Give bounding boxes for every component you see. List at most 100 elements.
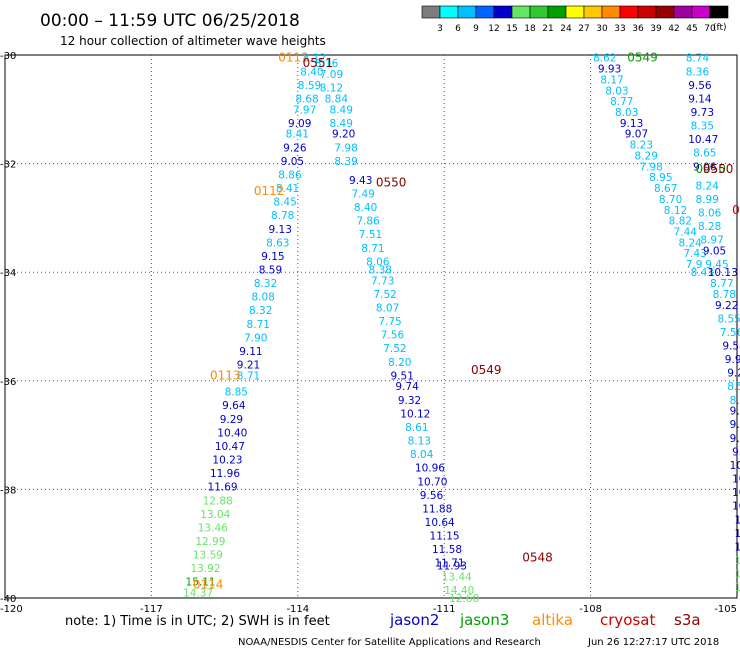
wave-height-label: 7.56	[381, 330, 405, 342]
wave-height-label: 13.46	[198, 522, 228, 534]
wave-height-label: 9.07	[625, 129, 648, 141]
chart-note: note: 1) Time is in UTC; 2) SWH is in fe…	[65, 614, 330, 629]
wave-height-label: 9.90	[725, 354, 740, 366]
x-axis-ticks: -120 -117 -114 -111 -108 -105	[0, 604, 737, 615]
plot-frame	[4, 54, 738, 599]
colorbar-level: 24	[560, 24, 572, 34]
wave-height-label: 9.26	[283, 142, 307, 154]
wave-height-label: 8.07	[376, 302, 399, 314]
wave-height-label: 11.	[735, 514, 740, 526]
wave-height-label: 9.32	[398, 395, 421, 407]
wave-height-label: 10.96	[415, 463, 445, 475]
wave-height-label: 9.20	[332, 129, 355, 141]
wave-height-label: 10.47	[215, 441, 245, 453]
colorbar-level: 42	[668, 24, 679, 34]
wave-height-label: 7.43	[683, 248, 706, 260]
wave-height-label: 10.47	[688, 134, 718, 146]
wave-height-label: 9.25	[727, 368, 740, 380]
wave-height-label: 11.58	[432, 544, 462, 556]
legend-cryosat: cryosat	[600, 611, 655, 629]
pass-time-label: 0550	[703, 162, 734, 176]
colorbar-swatch	[691, 5, 711, 19]
x-tick-label: -111	[433, 604, 456, 615]
wave-height-label: 8.29	[730, 395, 740, 407]
colorbar-level: 39	[650, 24, 662, 34]
wave-height-label: 11.93	[437, 560, 467, 572]
wave-height-label: 12.99	[195, 536, 225, 548]
wave-height-label: 8.77	[610, 96, 633, 108]
wave-height-label: 7.90	[244, 332, 267, 344]
wave-height-label: 8.04	[410, 449, 434, 461]
wave-height-label: 8.13	[408, 436, 431, 448]
wave-height-label: 9.29	[220, 414, 243, 426]
wave-height-label: 8.82	[669, 216, 692, 228]
wave-height-label: 12.60	[449, 593, 479, 605]
wave-height-label: 9.14	[688, 93, 712, 105]
wave-height-label: 14.40	[444, 585, 474, 597]
wave-height-label: 9.36	[730, 419, 740, 431]
wave-height-label: 8.12	[303, 53, 326, 65]
colorbar-unit: (ft)	[713, 23, 727, 33]
wave-height-label: 9.45	[705, 259, 728, 271]
wave-height-label: 8.74	[686, 53, 710, 65]
wave-height-label: 8.95	[649, 172, 672, 184]
wave-height-label: 8.32	[249, 305, 272, 317]
grid-lines	[5, 55, 737, 598]
wave-height-label: 10.64	[425, 517, 455, 529]
wave-height-label: 7.44	[674, 226, 698, 238]
wave-height-label: 8.61	[405, 422, 428, 434]
wave-height-label: 8.65	[693, 148, 716, 160]
pass-time-label: 0548	[522, 550, 553, 564]
wave-height-label: 8.12	[664, 205, 687, 217]
wave-height-label: 8.57	[727, 381, 740, 393]
wave-height-label: 11.96	[210, 468, 240, 480]
wave-height-label: 8.78	[713, 289, 736, 301]
wave-height-label: 11.69	[208, 482, 238, 494]
wave-height-label: 8.49	[330, 104, 353, 116]
wave-height-label: 8.40	[300, 66, 323, 78]
wave-height-label: 8.67	[654, 183, 677, 195]
wave-height-label: 11.	[735, 541, 740, 553]
pass-time-label: 0112	[254, 184, 285, 198]
colorbar-swatch	[475, 5, 495, 19]
wave-height-label: 9.50	[730, 433, 740, 445]
wave-height-label: 13.44	[442, 571, 472, 583]
wave-height-label: 8.36	[686, 66, 710, 78]
wave-height-label: 14.37	[183, 588, 213, 600]
wave-height-label: 8.39	[334, 156, 357, 168]
wave-height-label: 9.43	[349, 175, 372, 187]
pass-time-label: 0…	[732, 203, 740, 217]
wave-height-label: 9.74	[395, 381, 419, 393]
legend-jason2: jason2	[389, 611, 439, 629]
wave-height-label: 13.92	[190, 563, 220, 575]
wave-height-label: 8.24	[696, 180, 720, 192]
y-tick-label: -40	[0, 594, 16, 605]
colorbar-level: 6	[455, 24, 461, 34]
chart-subtitle: 12 hour collection of altimeter wave hei…	[60, 34, 326, 48]
satellite-legend: jason2 jason3 altika cryosat s3a	[389, 611, 701, 629]
wave-height-label: 10.7	[732, 501, 740, 513]
wave-height-label: 9.22	[715, 300, 738, 312]
wave-height-label: 8.06	[366, 256, 390, 268]
wave-height-label: 9.73	[691, 107, 714, 119]
wave-height-label: 7.56	[720, 327, 740, 339]
pass-time-label: 0111	[278, 51, 309, 65]
wave-height-label: 8.63	[266, 237, 289, 249]
wave-height-label: 8.62	[593, 53, 616, 65]
wave-height-label: 9.11	[239, 346, 262, 358]
legend-jason3: jason3	[459, 611, 509, 629]
wave-height-label: 7.86	[356, 216, 380, 228]
colorbar-swatch	[547, 5, 567, 19]
wave-height-label: 7.98	[334, 142, 357, 154]
y-tick-label: -32	[0, 160, 16, 171]
wave-height-label: 8.71	[361, 243, 384, 255]
colorbar-level: 33	[614, 24, 625, 34]
pass-time-label: 0551	[303, 56, 334, 70]
x-tick-label: -108	[579, 604, 602, 615]
colorbar-swatch	[529, 5, 549, 19]
wave-height-label: 10.08	[730, 460, 740, 472]
y-tick-label: -36	[0, 377, 16, 388]
wave-height-label: 12.	[735, 555, 740, 567]
